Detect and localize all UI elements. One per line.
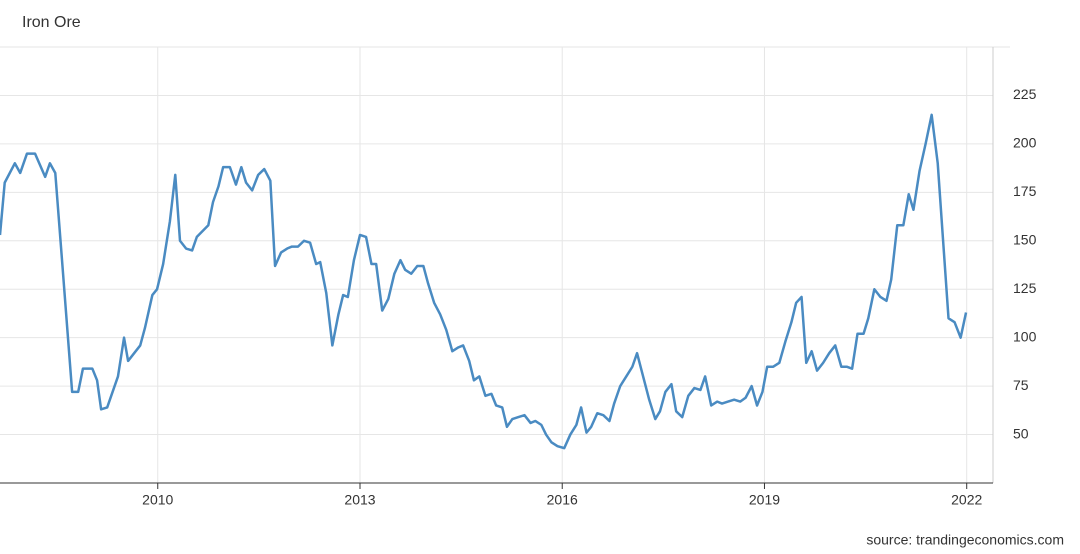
x-tick-label: 2013 bbox=[344, 492, 375, 508]
x-tick-label: 2019 bbox=[749, 492, 780, 508]
x-tick-label: 2016 bbox=[547, 492, 578, 508]
y-tick-label: 75 bbox=[1013, 377, 1029, 393]
y-tick-label: 225 bbox=[1013, 86, 1037, 102]
y-tick-label: 150 bbox=[1013, 231, 1037, 247]
y-tick-label: 175 bbox=[1013, 183, 1037, 199]
x-tick-label: 2022 bbox=[951, 492, 982, 508]
source-note: source: trandingeconomics.com bbox=[866, 532, 1064, 548]
y-tick-label: 100 bbox=[1013, 328, 1037, 344]
price-line bbox=[0, 113, 968, 450]
y-tick-label: 50 bbox=[1013, 425, 1029, 441]
y-tick-label: 200 bbox=[1013, 135, 1037, 151]
chart-title: Iron Ore bbox=[22, 14, 81, 31]
y-tick-label: 125 bbox=[1013, 280, 1037, 296]
x-tick-label: 2010 bbox=[142, 492, 173, 508]
